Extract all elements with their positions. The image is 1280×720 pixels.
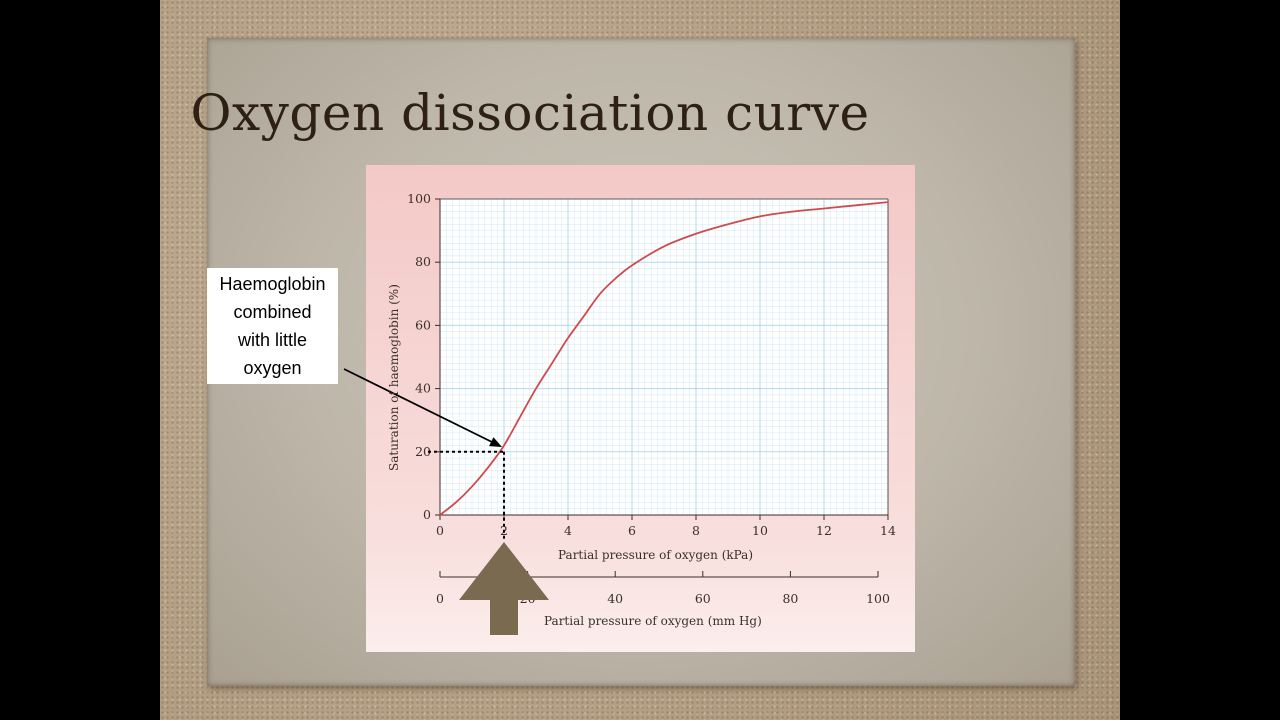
secondary-tick-label: 0	[436, 591, 444, 606]
x-axis-title: Partial pressure of oxygen (kPa)	[558, 548, 753, 562]
y-tick-label: 0	[423, 507, 431, 522]
callout-box: Haemoglobin combined with little oxygen	[207, 268, 338, 384]
x-tick-label: 0	[436, 523, 444, 538]
series-layer	[439, 201, 889, 516]
callout-pointer-arrowhead	[489, 437, 502, 447]
secondary-tick-label: 40	[607, 591, 623, 606]
slide-title: Oxygen dissociation curve	[190, 84, 870, 142]
callout-line: Haemoglobin	[219, 274, 326, 294]
y-tick-label: 40	[415, 381, 431, 396]
annotation-layer	[343, 368, 505, 539]
y-tick-label: 20	[415, 444, 431, 459]
x-tick-label: 10	[752, 523, 768, 538]
up-arrow-icon	[459, 542, 549, 635]
chart: 02468101214020406080100020406080100 Part…	[343, 165, 915, 652]
y-axis-title: Saturation of haemoglobin (%)	[387, 284, 401, 471]
y-tick-label: 100	[407, 191, 431, 206]
x-tick-label: 8	[692, 523, 700, 538]
secondary-axis-title: Partial pressure of oxygen (mm Hg)	[544, 614, 762, 628]
callout-line: oxygen	[243, 358, 302, 378]
x-tick-label: 14	[880, 523, 896, 538]
grid	[439, 198, 889, 516]
x-tick-label: 4	[564, 523, 572, 538]
callout-pointer-line	[343, 368, 497, 445]
x-tick-label: 12	[816, 523, 832, 538]
y-tick-label: 80	[415, 254, 431, 269]
callout-line: with little	[237, 330, 308, 350]
secondary-tick-label: 100	[866, 591, 890, 606]
secondary-tick-label: 60	[695, 591, 711, 606]
big-arrow-shape	[459, 542, 549, 635]
callout-line: combined	[233, 302, 312, 322]
secondary-tick-label: 80	[782, 591, 798, 606]
dissociation-curve	[439, 201, 889, 516]
y-tick-label: 60	[415, 317, 431, 332]
x-tick-label: 6	[628, 523, 636, 538]
